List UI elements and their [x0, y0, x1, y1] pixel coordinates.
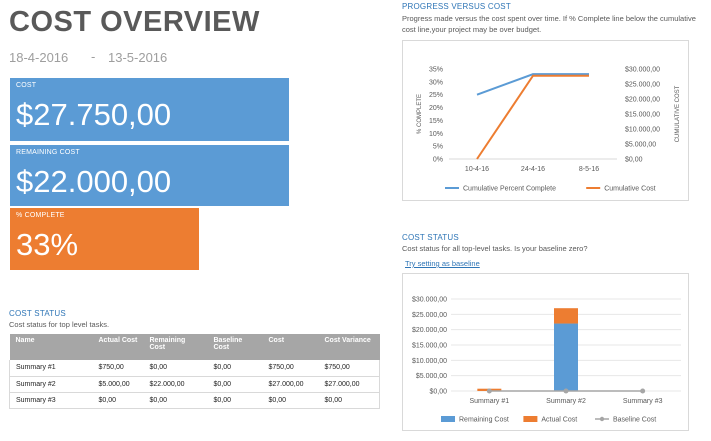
y-tick-label: 35%: [429, 67, 443, 74]
column-header-remaining-cost: Remaining Cost: [143, 334, 208, 360]
percent-complete-label: % COMPLETE: [16, 212, 65, 219]
y-tick-label: $30.000,00: [412, 297, 447, 304]
cost-status-chart-heading: COST STATUS: [402, 233, 459, 242]
y-tick-label: 30%: [429, 79, 443, 86]
progress-chart-subtitle: Progress made versus the cost spent over…: [402, 14, 696, 34]
y2-axis-title: CUMULATIVE COST: [675, 85, 681, 142]
progress-chart-frame: 0% 5% 10% 15% 20% 25% 30% 35% $0,00 $5.000,00 $10.…: [402, 40, 689, 201]
x-tick-label: 10-4-16: [465, 166, 489, 173]
y-tick-label: $0,00: [429, 389, 447, 396]
legend-label: Remaining Cost: [459, 417, 509, 424]
x-tick-label: 8-5-16: [579, 166, 599, 173]
baseline-point: [563, 388, 569, 394]
table-header-row: Name Actual Cost Remaining Cost Baseline…: [9, 334, 380, 360]
progress-versus-cost-chart: 0% 5% 10% 15% 20% 25% 30% 35% $0,00 $5.000,00 $10.…: [417, 67, 681, 193]
x-tick-label: 24-4-16: [521, 166, 545, 173]
cost-value: $27.750,00: [16, 97, 172, 132]
percent-complete-tile: % COMPLETE 33%: [10, 208, 199, 270]
y2-tick-label: $15.000,00: [625, 112, 660, 119]
cell-name: Summary #2: [9, 376, 93, 393]
start-date: 18-4-2016: [9, 50, 69, 65]
cost-tile: COST $27.750,00: [10, 78, 289, 141]
y-axis-title: % COMPLETE: [417, 94, 423, 134]
y-tick-label: 10%: [429, 131, 443, 138]
y-tick-label: 20%: [429, 105, 443, 112]
column-header-cost: Cost: [262, 334, 319, 360]
cell-name: Summary #3: [9, 392, 93, 409]
end-date: 13-5-2016: [108, 50, 168, 65]
legend-label: Cumulative Cost: [604, 186, 655, 193]
y2-tick-label: $25.000,00: [625, 82, 660, 89]
y-tick-label: $5.000,00: [416, 373, 447, 380]
baseline-point: [640, 388, 646, 394]
cell-cost: $27.000,00: [262, 376, 319, 393]
x-tick-label: Summary #2: [546, 398, 586, 405]
table-row: Summary #2 $5.000,00 $22.000,00 $0,00 $2…: [9, 376, 380, 393]
bar-remaining-cost: [554, 323, 578, 391]
y-tick-label: $15.000,00: [412, 343, 447, 350]
baseline-point: [486, 388, 492, 394]
cell-baseline-cost: $0,00: [207, 360, 263, 377]
y2-tick-label: $20.000,00: [625, 97, 660, 104]
cost-status-table-heading: COST STATUS: [9, 309, 66, 318]
series-line-cumulative-percent-complete: [476, 73, 589, 96]
y-tick-label: $25.000,00: [412, 312, 447, 319]
y2-tick-label: $30.000,00: [625, 67, 660, 74]
y-tick-label: 25%: [429, 92, 443, 99]
y-tick-label: 5%: [433, 144, 443, 151]
cost-status-table-subtitle: Cost status for top level tasks.: [9, 320, 110, 329]
legend-label: Cumulative Percent Complete: [463, 186, 556, 193]
cell-cost: $0,00: [262, 392, 319, 409]
legend-swatch-marker: [599, 416, 605, 422]
remaining-cost-tile: REMAINING COST $22.000,00: [10, 145, 289, 206]
progress-chart-heading: PROGRESS VERSUS COST: [402, 2, 511, 11]
remaining-cost-label: REMAINING COST: [16, 149, 80, 156]
legend-label: Baseline Cost: [613, 417, 656, 424]
cell-cost: $750,00: [262, 360, 319, 377]
series-line-cumulative-cost: [476, 74, 589, 160]
legend-swatch: [523, 416, 538, 422]
cell-cost-variance: $27.000,00: [318, 376, 380, 393]
cell-baseline-cost: $0,00: [207, 376, 263, 393]
table-row: Summary #1 $750,00 $0,00 $0,00 $750,00 $…: [9, 360, 380, 377]
page-title: COST OVERVIEW: [9, 6, 260, 38]
y-tick-label: 0%: [433, 157, 443, 164]
column-header-actual-cost: Actual Cost: [92, 334, 144, 360]
cell-actual-cost: $750,00: [92, 360, 144, 377]
column-header-cost-variance: Cost Variance: [318, 334, 380, 360]
cost-label: COST: [16, 82, 37, 89]
x-tick-label: Summary #3: [623, 398, 663, 405]
cell-actual-cost: $5.000,00: [92, 376, 144, 393]
cell-remaining-cost: $0,00: [143, 392, 208, 409]
cell-remaining-cost: $0,00: [143, 360, 208, 377]
x-tick-label: Summary #1: [469, 398, 509, 405]
table-row: Summary #3 $0,00 $0,00 $0,00 $0,00 $0,00: [9, 392, 380, 409]
column-header-name: Name: [9, 334, 93, 360]
cost-status-chart-subtitle: Cost status for all top-level tasks. Is …: [402, 244, 588, 253]
set-baseline-link[interactable]: Try setting as baseline: [405, 259, 480, 268]
percent-complete-value: 33%: [16, 227, 79, 262]
bar-actual-cost: [554, 308, 578, 324]
cell-actual-cost: $0,00: [92, 392, 144, 409]
date-separator: -: [91, 49, 96, 64]
legend-label: Actual Cost: [541, 417, 577, 424]
cell-cost-variance: $0,00: [318, 392, 380, 409]
y2-tick-label: $0,00: [625, 157, 643, 164]
cell-baseline-cost: $0,00: [207, 392, 263, 409]
column-header-baseline-cost: Baseline Cost: [207, 334, 263, 360]
cell-cost-variance: $750,00: [318, 360, 380, 377]
y2-tick-label: $5.000,00: [625, 142, 656, 149]
remaining-cost-value: $22.000,00: [16, 164, 172, 199]
cost-status-chart-frame: $0,00 $5.000,00 $10.000,00 $15.000,00 $20.00…: [402, 273, 689, 431]
y-tick-label: $10.000,00: [412, 358, 447, 365]
y2-tick-label: $10.000,00: [625, 127, 660, 134]
legend-swatch: [441, 416, 455, 422]
cell-remaining-cost: $22.000,00: [143, 376, 208, 393]
y-tick-label: 15%: [429, 118, 443, 125]
y-tick-label: $20.000,00: [412, 327, 447, 334]
cost-status-chart: $0,00 $5.000,00 $10.000,00 $15.000,00 $20.00…: [412, 297, 681, 424]
cost-status-table: Name Actual Cost Remaining Cost Baseline…: [9, 334, 380, 409]
cell-name: Summary #1: [9, 360, 93, 377]
